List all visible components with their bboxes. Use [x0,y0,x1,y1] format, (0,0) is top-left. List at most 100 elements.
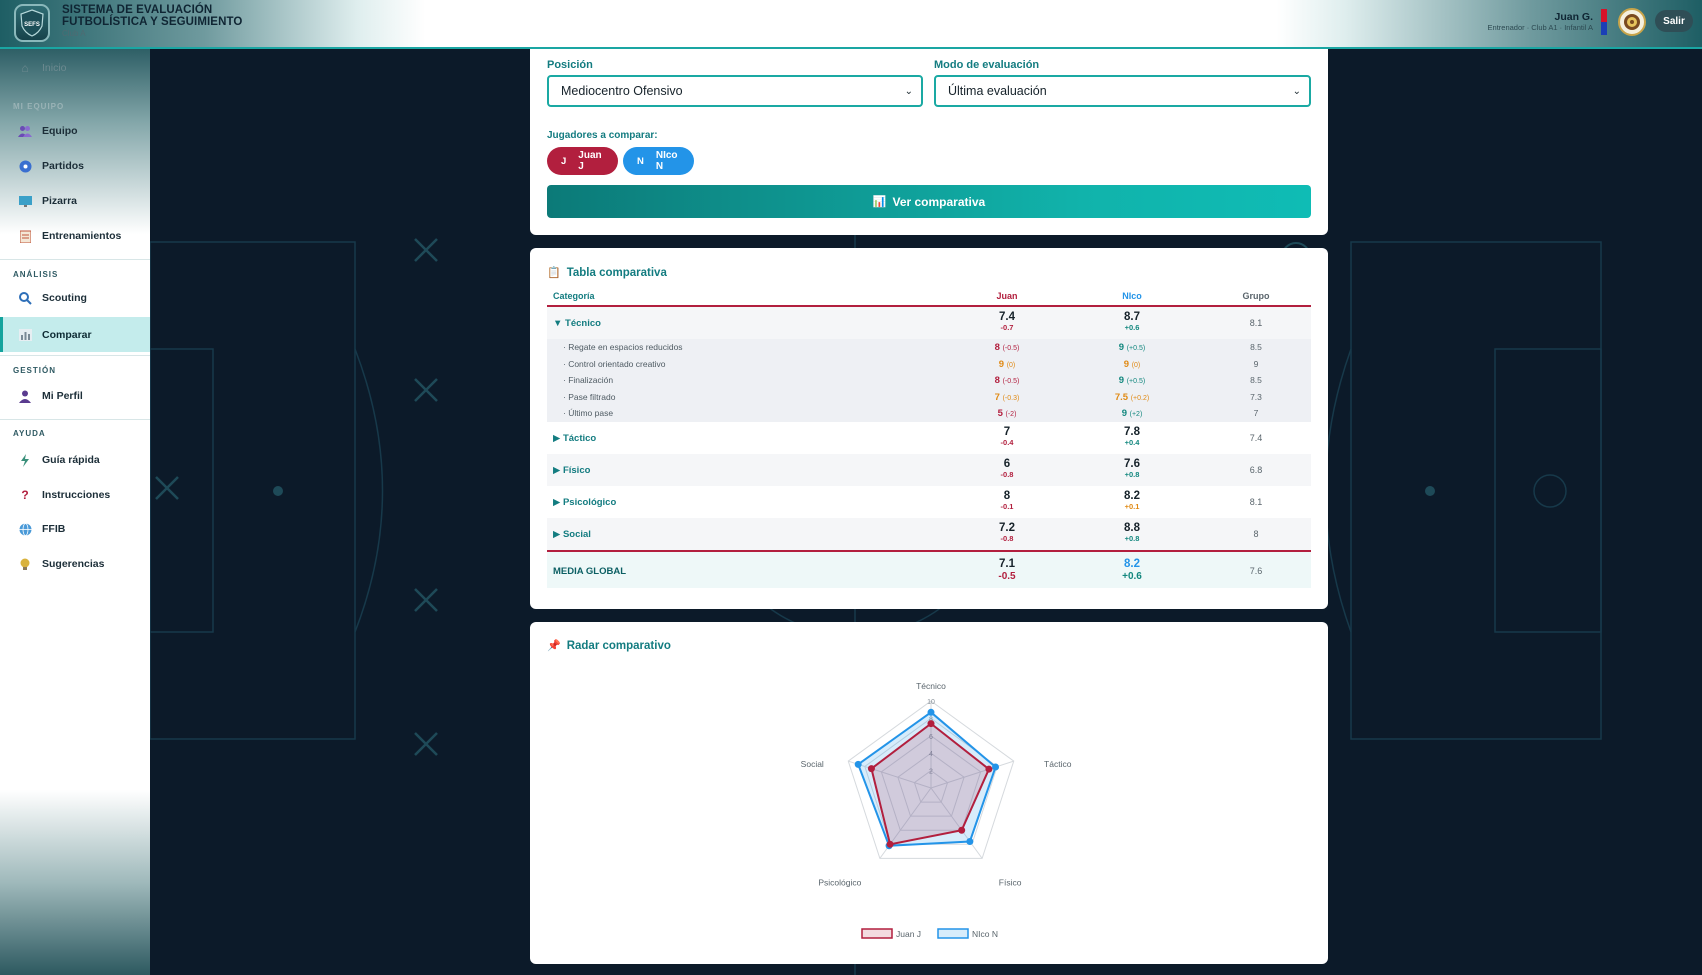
sidebar-item-sugerencias[interactable]: Sugerencias [0,548,150,580]
table-row[interactable]: ▶ Táctico 7 -0.4 7.8 +0.4 7.4 [547,422,1311,454]
radar-axis-label: Psicológico [818,877,861,887]
table-header: Categoría Juan NIco Grupo [547,288,1311,307]
sidebar-item-label: Guía rápida [42,454,100,466]
radar-spoke [848,760,932,789]
player2-sub-score: 7.5 (+0.2) [1114,391,1150,403]
sidebar-item-label: Entrenamientos [42,230,122,242]
sidebar-item-partidos[interactable]: Partidos [0,150,150,182]
sidebar-item-guia-rapida[interactable]: Guía rápida [0,444,150,476]
table-subrow: · Pase filtrado 7 (-0.3) 7.5 (+0.2) 7.3 [547,388,1311,406]
table-row[interactable]: ▶ Físico 6 -0.8 7.6 +0.8 6.8 [547,453,1311,486]
radar-grid-ring [913,769,949,803]
club-crest-icon[interactable] [1618,8,1646,36]
radar-card-title: 📌 Radar comparativo [547,639,671,653]
table-row[interactable]: ▼ Técnico 7.4 -0.7 8.7 +0.6 8.1 [547,307,1311,339]
svg-text:SEFS: SEFS [24,22,40,28]
player1-score: 8 -0.1 [1000,489,1014,511]
legend-label: NIco N [972,929,998,939]
table-subrow: · Último pase 5 (-2) 9 (+2) 7 [547,405,1311,422]
app-title-line2: FUTBOLÍSTICA Y SEGUIMIENTO [62,16,243,28]
sidebar-item-pizarra[interactable]: Pizarra [0,185,150,217]
bulb-icon [18,557,32,571]
radar-axis-label: Social [801,759,824,769]
sidebar-item-scouting[interactable]: Scouting [0,282,150,314]
table-row[interactable]: ▶ Psicológico 8 -0.1 8.2 +0.1 8.1 [547,486,1311,518]
sidebar-item-label: Scouting [42,292,87,304]
radar-point [958,826,966,834]
bolt-icon [18,453,32,467]
table-body: ▼ Técnico 7.4 -0.7 8.7 +0.6 8.1 · Regate e… [547,307,1311,588]
player1-sub-score: 5 (-2) [997,408,1017,420]
clipboard-icon [18,229,32,243]
radar-tick-label: 2 [929,769,933,776]
radar-axis-label: Físico [999,877,1022,887]
table-row[interactable]: ▶ Social 7.2 -0.8 8.8 +0.8 8 [547,517,1311,550]
category-name: ▶ Psicológico [553,496,617,508]
player1-score: 7.2 -0.8 [999,521,1015,543]
sidebar-divider [0,419,150,420]
sidebar-divider [0,259,150,260]
section-analisis: ANÁLISIS [13,270,59,279]
chart-icon: 📊 [872,196,887,208]
comparison-table: Categoría Juan NIco Grupo ▼ Técnico 7.4-… [547,288,1311,588]
radar-tick-label: 6 [929,734,933,741]
sidebar-item-equipo[interactable]: Equipo [0,115,150,147]
subcategory-name: · Finalización [563,375,614,386]
player1-sub-score: 7 (-0.3) [994,391,1020,403]
view-comparison-button[interactable]: 📊 Ver comparativa [547,185,1311,218]
subcategory-name: · Pase filtrado [563,391,616,402]
player-initial: J [561,155,567,167]
category-name: ▶ Social [553,528,591,540]
player-chip-nico[interactable]: N NIco N [623,147,694,175]
sidebar-item-mi-perfil[interactable]: Mi Perfil [0,380,150,412]
logout-button[interactable]: Salir [1655,10,1693,32]
radar-point [867,765,875,773]
sidebar-item-comparar[interactable]: Comparar [0,317,150,352]
sidebar-item-instrucciones[interactable]: ? Instrucciones [0,479,150,511]
radar-chart: 2 4 6 8 10 Técnico Táctico Físico Psicológico Soc… [801,681,1072,939]
player2-total: 8.2 +0.6 [1122,557,1142,582]
sidebar-item-entrenamientos[interactable]: Entrenamientos [0,220,150,252]
sidebar-item-ffib[interactable]: FFIB [0,513,150,545]
shield-logo-icon: SEFS [20,9,44,37]
radar-grid-ring [847,700,1015,859]
header-category: Categoría [553,291,595,301]
player1-score: 6 -0.8 [1000,457,1014,479]
question-icon: ? [21,488,29,502]
group-total: 7.6 [1249,565,1263,576]
section-ayuda: AYUDA [13,429,46,438]
radar-spoke [930,760,1014,789]
table-title-text: Tabla comparativa [566,266,667,279]
crest-emblem-icon [1624,14,1640,30]
category-name: ▶ Táctico [553,432,597,444]
app-logo[interactable]: SEFS [14,4,50,42]
sidebar-item-label: Equipo [42,125,78,137]
player-chip-juan[interactable]: J Juan J [547,147,618,175]
table-card-title: 📋 Tabla comparativa [547,266,667,280]
radar-axis-label: Táctico [1044,759,1072,769]
radar-point [927,708,935,716]
table-subrow: · Regate en espacios reducidos 8 (-0.5) … [547,339,1311,356]
user-icon [18,389,32,403]
player1-sub-score: 8 (-0.5) [994,342,1020,353]
sidebar-item-inicio[interactable]: ⌂ Inicio [0,52,150,84]
filters-card: Posición Mediocentro Ofensivo ⌄ Modo de … [530,49,1328,235]
app-title: SISTEMA DE EVALUACIÓN FUTBOLÍSTICA Y SEG… [62,4,242,28]
mode-select[interactable]: Última evaluación ⌄ [934,75,1311,107]
group-sub-score: 7.3 [1250,391,1262,402]
radar-card: 📌 Radar comparativo 2 4 6 8 10 Técnico Táctico F… [530,622,1328,964]
radar-point [886,840,894,848]
legend-swatch [937,928,969,939]
subcategory-name: · Control orientado creativo [563,358,666,369]
position-select[interactable]: Mediocentro Ofensivo ⌄ [547,75,923,107]
radar-series-nico [856,711,997,847]
player1-score: 7.4 -0.7 [999,311,1015,332]
clipboard-icon: 📋 [547,267,561,279]
radar-tick-label: 10 [927,699,935,706]
header-group: Grupo [1242,291,1270,301]
sidebar-item-label: Mi Perfil [42,390,83,402]
radar-spoke [930,787,983,859]
user-name: Juan G. [1554,11,1593,23]
player1-total: 7.1 -0.5 [998,557,1016,582]
sidebar-item-label: Inicio [42,62,67,74]
